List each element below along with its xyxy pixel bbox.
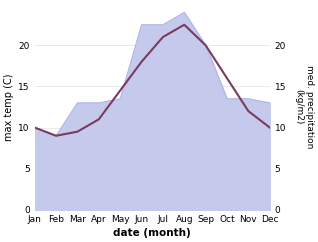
Y-axis label: med. precipitation
(kg/m2): med. precipitation (kg/m2) — [294, 65, 314, 149]
Y-axis label: max temp (C): max temp (C) — [4, 73, 14, 141]
X-axis label: date (month): date (month) — [113, 228, 191, 238]
